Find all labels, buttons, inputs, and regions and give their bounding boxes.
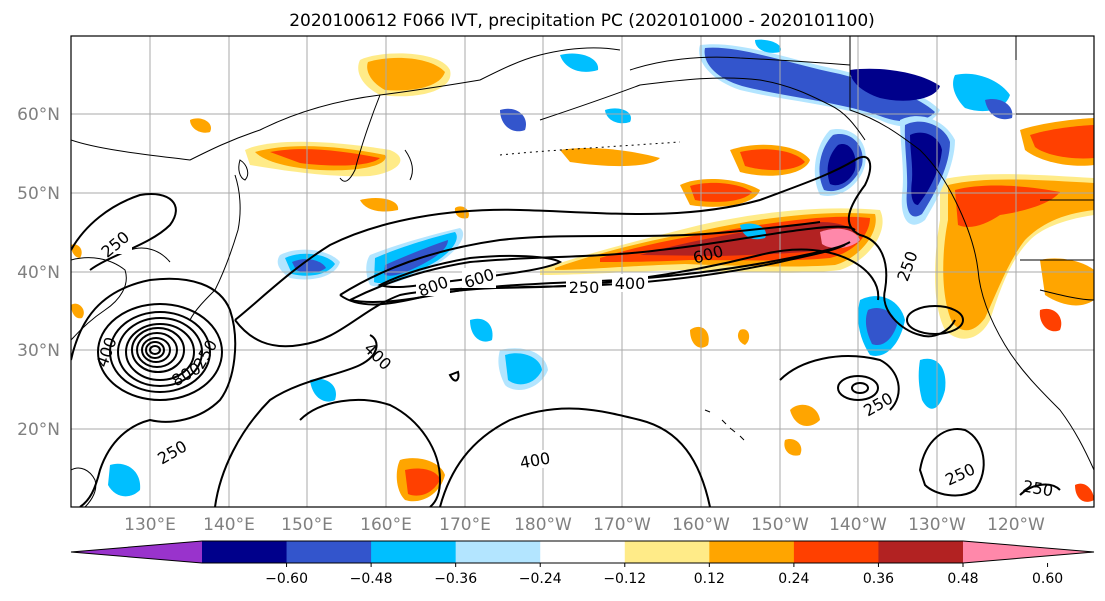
colorbar-segment <box>540 541 626 563</box>
lon-label: 120°W <box>987 515 1045 535</box>
colorbar-segment <box>793 541 879 563</box>
colorbar-outline <box>70 540 1095 564</box>
colorbar-tick-label: 0.24 <box>778 571 809 587</box>
map-title: 2020100612 F066 IVT, precipitation PC (2… <box>289 11 875 31</box>
colorbar-segment <box>455 541 541 563</box>
lon-label: 170°W <box>593 515 651 535</box>
lat-label: 40°N <box>17 263 60 283</box>
graticule <box>71 36 1094 507</box>
lon-label: 130°E <box>124 515 176 535</box>
colorbar-segment <box>709 541 795 563</box>
lat-label: 50°N <box>17 184 60 204</box>
colorbar-tick-label: 0.60 <box>1032 571 1063 587</box>
colorbar-tick-label: 0.12 <box>694 571 725 587</box>
lon-label: 160°E <box>360 515 412 535</box>
colorbar-tick-label: −0.48 <box>350 571 393 587</box>
contour-label: 250 <box>569 278 600 297</box>
lon-label: 150°W <box>751 515 809 535</box>
longitude-labels: 130°E 140°E 150°E 160°E 170°E 180°W 170°… <box>124 515 1045 535</box>
latitude-labels: 60°N 50°N 40°N 30°N 20°N <box>17 105 60 440</box>
map-frame <box>70 35 1095 508</box>
colorbar-tick-label: −0.60 <box>265 571 308 587</box>
lon-label: 180°W <box>514 515 572 535</box>
lon-label: 150°E <box>281 515 333 535</box>
lon-label: 140°W <box>829 515 887 535</box>
colorbar-segment <box>371 541 457 563</box>
lat-label: 30°N <box>17 341 60 361</box>
lon-label: 140°E <box>203 515 255 535</box>
colorbar-tick-label: 0.36 <box>863 571 894 587</box>
colorbar-segment <box>624 541 710 563</box>
colorbar-tick-label: −0.12 <box>603 571 646 587</box>
lat-label: 20°N <box>17 420 60 440</box>
map-area: 250 250 400 800 600 600 400 250 250 400 … <box>71 36 1094 507</box>
lon-label: 160°W <box>672 515 730 535</box>
colorbar-segment <box>202 541 288 563</box>
colorbar-tick-label: −0.24 <box>519 571 562 587</box>
colorbar-segment <box>286 541 372 563</box>
lon-label: 130°W <box>908 515 966 535</box>
colorbar-segment <box>878 541 964 563</box>
colorbar-tick-label: −0.36 <box>434 571 477 587</box>
coastlines <box>71 36 1094 507</box>
precip-anomaly-shading <box>71 39 1094 502</box>
colorbar-extend-high <box>963 541 1094 563</box>
colorbar-tick-label: 0.48 <box>947 571 978 587</box>
contour-label: 400 <box>615 274 646 293</box>
colorbar: −0.60 −0.48 −0.36 −0.24 −0.12 0.12 0.24 0.36 0.4… <box>70 540 1095 587</box>
colorbar-extend-low <box>71 541 202 563</box>
lat-label: 60°N <box>17 105 60 125</box>
lon-label: 170°E <box>439 515 491 535</box>
